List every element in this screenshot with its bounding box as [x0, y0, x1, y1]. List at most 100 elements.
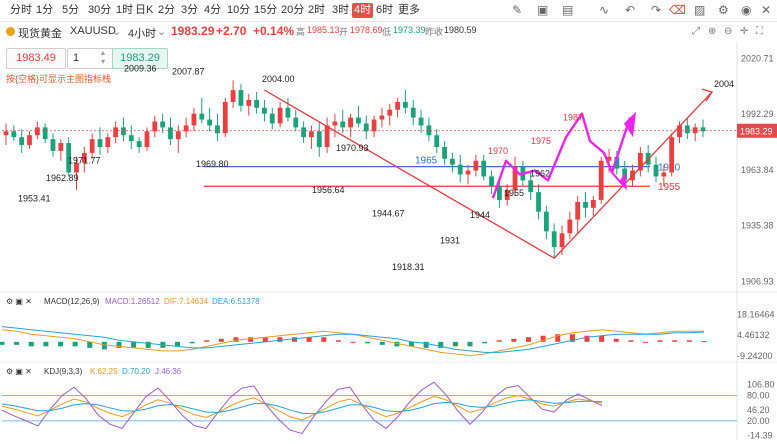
macd-hist-bar — [511, 338, 517, 342]
candle-body — [152, 121, 158, 132]
candle-body — [309, 131, 314, 138]
candle-body — [512, 166, 518, 191]
screenshot-icon[interactable]: ▣ — [537, 3, 549, 17]
tab-timeframe-2[interactable]: 5分 — [62, 4, 80, 16]
macd-hist-bar — [218, 338, 224, 342]
candle-body — [175, 131, 181, 140]
zoom-in-icon[interactable]: ⊕ — [708, 26, 717, 37]
chart-style-icon[interactable]: ▤ — [562, 3, 574, 17]
trend-line-up — [553, 91, 713, 259]
crosshair-icon[interactable]: ✛ — [740, 26, 749, 37]
d-label: D:70.20 — [122, 367, 151, 376]
expand-icon[interactable]: ⤢ — [692, 26, 700, 37]
macd-hist-bar — [467, 341, 473, 347]
tab-timeframe-8[interactable]: 4分 — [204, 4, 222, 16]
projection-path — [491, 112, 632, 199]
image-icon[interactable]: ▨ — [694, 3, 706, 17]
tab-timeframe-16[interactable]: 更多 — [398, 4, 420, 16]
chevron-down-icon[interactable]: ⌄ — [157, 26, 167, 38]
tab-timeframe-12[interactable]: 2时 — [308, 4, 326, 16]
macd-hist-bar — [657, 340, 663, 342]
low-label: 低 — [382, 27, 392, 37]
price-change: +2.70 — [216, 24, 247, 38]
candle-body — [543, 211, 549, 232]
tab-timeframe-9[interactable]: 10分 — [227, 4, 251, 16]
prev-close-value: 1980.59 — [444, 25, 477, 35]
annotation-label: 1975 — [531, 136, 551, 146]
pencil-icon[interactable]: ✎ — [512, 3, 523, 17]
price-label: 1931 — [440, 235, 460, 245]
tab-timeframe-4[interactable]: 1时 — [116, 4, 134, 16]
tab-timeframe-14[interactable]: 4时 — [352, 3, 374, 18]
candle-body — [58, 143, 64, 151]
last-price: 1983.29 — [171, 24, 215, 38]
macd-hist-bar — [599, 335, 605, 342]
macd-hist-bar — [28, 341, 34, 347]
tab-timeframe-5[interactable]: 日K — [135, 4, 154, 16]
interval-select[interactable]: 4小时 — [128, 28, 157, 40]
candle-body — [121, 127, 126, 136]
candle-body — [11, 131, 17, 138]
macd-hist-bar — [131, 341, 137, 348]
tab-timeframe-11[interactable]: 20分 — [281, 4, 305, 16]
macd-hist-bar — [350, 341, 356, 343]
candle-body — [277, 107, 283, 124]
close-icon[interactable]: ✕ — [761, 3, 772, 17]
wave-icon[interactable]: ∿ — [599, 3, 610, 17]
gold-logo-icon — [6, 27, 15, 36]
tab-timeframe-0[interactable]: 分时 — [10, 4, 32, 16]
macd-hist-bar — [321, 337, 327, 342]
candle-body — [105, 137, 111, 147]
candle-body — [160, 121, 166, 128]
quantity-stepper[interactable]: ▴ ▾ — [101, 48, 106, 66]
tab-timeframe-1[interactable]: 1分 — [36, 4, 54, 16]
eraser-icon[interactable]: ⌫ — [669, 3, 686, 17]
j-line — [1, 381, 603, 435]
undo-icon[interactable]: ↶ — [625, 3, 636, 17]
tab-timeframe-10[interactable]: 15分 — [254, 4, 278, 16]
fullscreen-icon[interactable]: ⛶ — [756, 26, 763, 37]
candle-body — [442, 147, 447, 159]
candle-body — [254, 99, 260, 108]
candle-body — [575, 201, 581, 220]
low-value: 1973.39 — [393, 25, 426, 35]
candle-body — [222, 101, 228, 134]
eye-icon[interactable]: ◉ — [741, 3, 752, 17]
price-label: 1962.89 — [46, 173, 79, 183]
candle-body — [504, 190, 510, 200]
sell-price-button[interactable]: 1983.49 — [6, 48, 66, 69]
redo-icon[interactable]: ↷ — [651, 3, 662, 17]
candle-body — [684, 125, 690, 134]
candle-body — [34, 127, 40, 136]
tab-timeframe-15[interactable]: 6时 — [376, 4, 394, 16]
candle-body — [692, 127, 698, 134]
chevron-down-icon[interactable]: ⌄ — [112, 26, 122, 38]
projection-arrow-head — [624, 111, 636, 138]
trend-line-down — [264, 89, 555, 259]
candle-body — [285, 107, 291, 118]
dea-label: DEA:6.51378 — [212, 297, 260, 306]
macd-hist-bar — [14, 341, 20, 345]
settings-icon[interactable]: ⚙ — [718, 3, 729, 17]
macd-hist-bar — [496, 340, 502, 342]
zoom-out-icon[interactable]: ⊖ — [724, 26, 733, 37]
candle-body — [661, 172, 667, 177]
annotation-label: 1987 — [563, 112, 583, 122]
candle-body — [371, 119, 377, 132]
candle-body — [481, 160, 487, 177]
symbol-name[interactable]: 现货黄金 — [18, 28, 62, 40]
candle-body — [113, 127, 119, 138]
buy-price-button[interactable]: 1983.29 — [112, 48, 168, 69]
macd-hist-bar — [686, 340, 692, 342]
macd-hist-bar — [43, 341, 49, 347]
tab-timeframe-6[interactable]: 2分 — [158, 4, 176, 16]
macd-hist-bar — [0, 341, 5, 345]
candle-body — [332, 121, 338, 126]
tab-timeframe-7[interactable]: 3分 — [181, 4, 199, 16]
price-tick-label-2: 1963.84 — [741, 165, 774, 175]
symbol-code: XAUUSD — [70, 25, 116, 37]
candle-body — [489, 176, 494, 187]
tab-timeframe-3[interactable]: 30分 — [88, 4, 112, 16]
tab-timeframe-13[interactable]: 3时 — [332, 4, 350, 16]
